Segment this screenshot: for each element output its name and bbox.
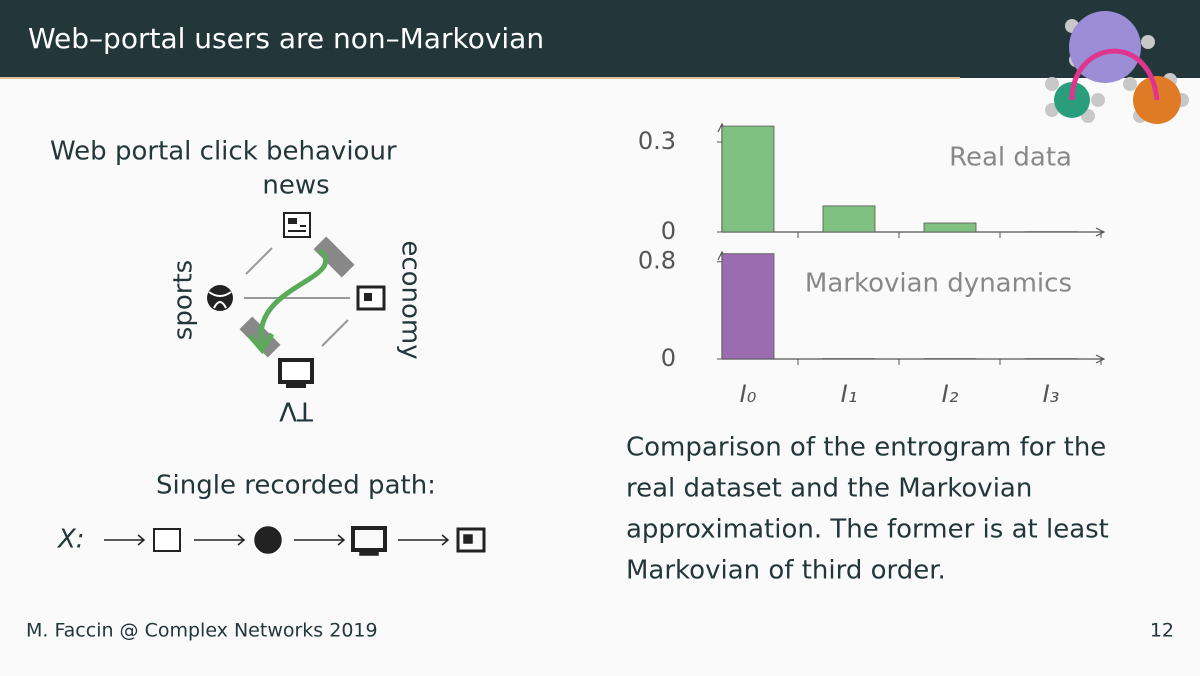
caption-line: approximation. The former is at least [626,515,1109,545]
logo [1045,11,1189,124]
header-bar [0,0,1200,78]
header-rule [0,77,960,79]
x-tick-label: I₃ [1043,380,1060,408]
bar [721,125,775,233]
caption-line: real dataset and the Markovian [626,474,1032,504]
footer-author: M. Faccin @ Complex Networks 2019 [26,620,378,642]
node-label: news [262,171,329,201]
caption: Comparison of the entrogram for the real … [626,433,1109,586]
y-tick-label: 0 [661,344,676,372]
node-label: sports [169,260,199,340]
bar [721,253,775,360]
caption-line: Comparison of the entrogram for the [626,433,1106,463]
chart-annotation: Real data [949,143,1072,173]
x-tick-label: I₂ [942,380,959,408]
chart-annotation: Markovian dynamics [805,269,1072,299]
bar [822,205,876,233]
header-title: Web–portal users are non–Markovian [28,22,544,55]
axis [717,122,1106,237]
path-sequence [104,526,486,556]
path-title: Single recorded path: [156,471,436,501]
path-variable: X: [56,525,85,555]
axis [717,250,1106,364]
bar [923,222,977,233]
y-tick-label: 0.3 [638,127,676,155]
y-tick-label: 0 [661,217,676,245]
caption-line: Markovian of third order. [626,556,946,586]
node-label: economy [396,240,426,359]
x-tick-label: I₁ [841,380,858,408]
diagram-title: Web portal click behaviour [50,137,397,167]
diagram-graphics [207,212,386,388]
x-tick-label: I₀ [740,380,757,408]
y-tick-label: 0.8 [638,247,676,275]
node-label: TV [279,396,314,426]
page-number: 12 [1150,620,1174,642]
